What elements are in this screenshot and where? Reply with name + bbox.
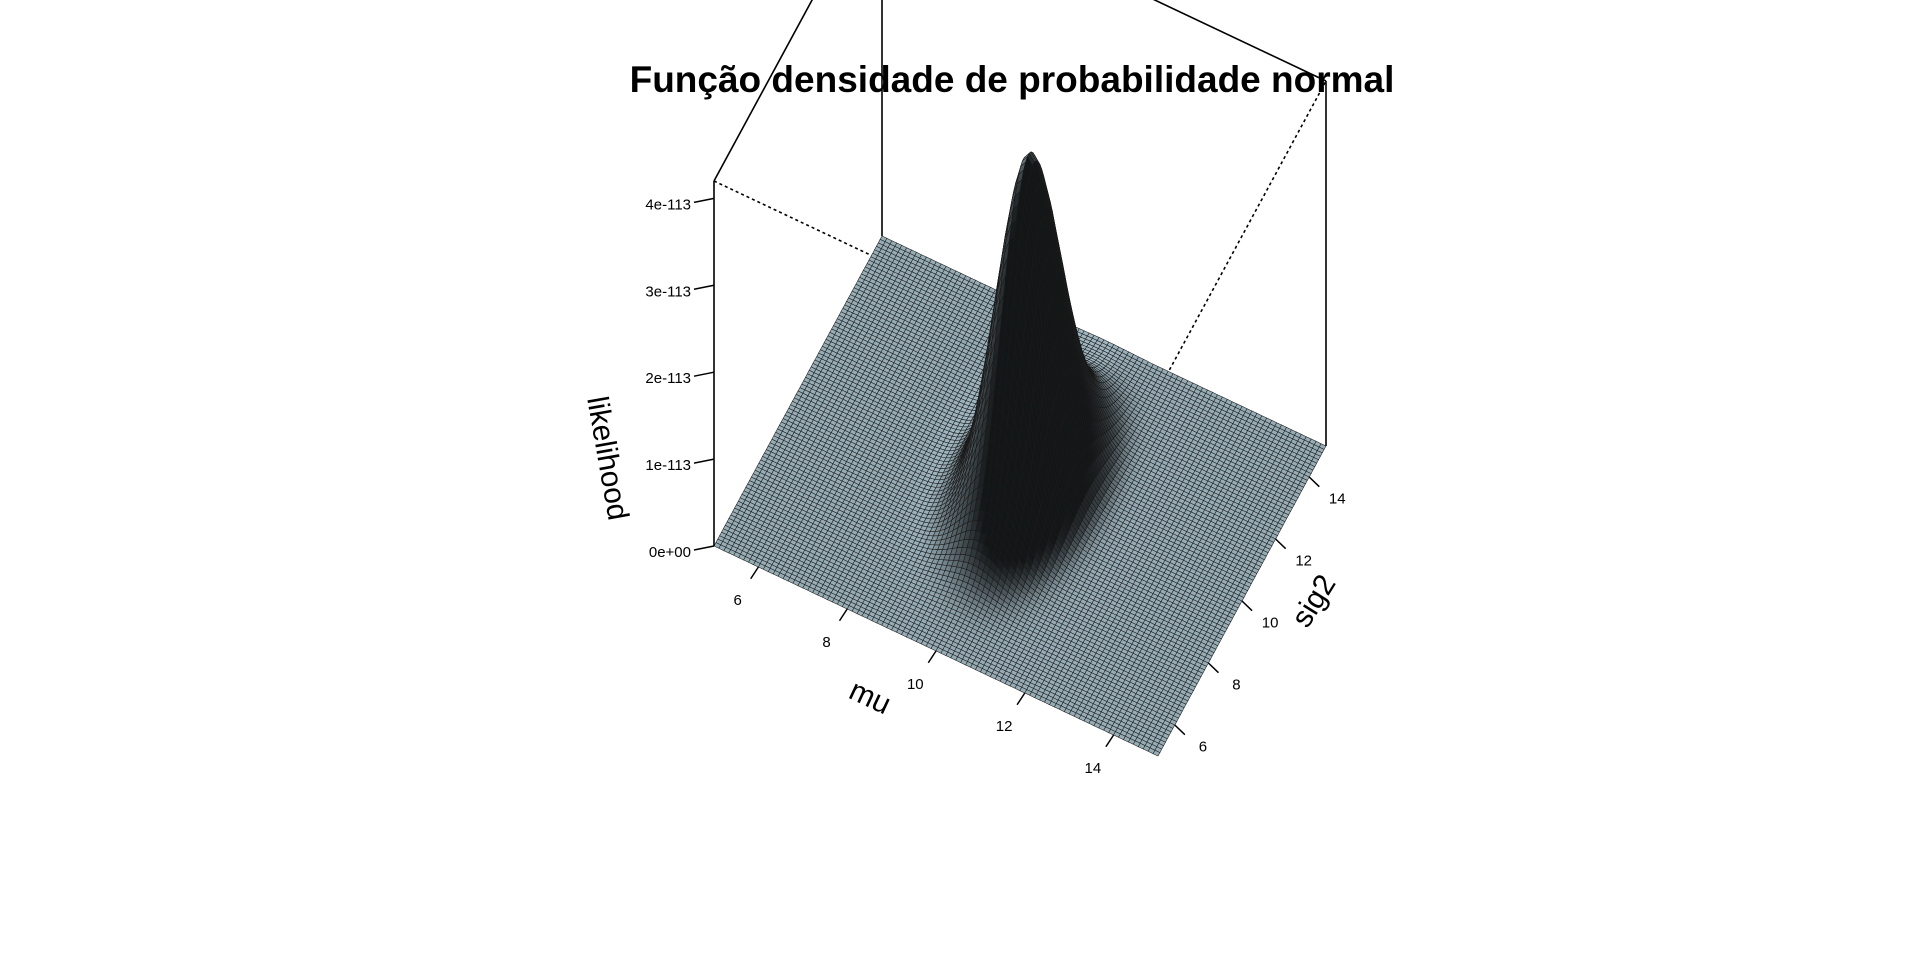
box-edge: [1152, 0, 1327, 82]
box-edge: [713, 0, 814, 182]
likelihood-surface: [713, 151, 1327, 757]
box-edge: [1157, 80, 1327, 392]
chart-title: Função densidade de probabilidade normal: [630, 59, 1395, 100]
